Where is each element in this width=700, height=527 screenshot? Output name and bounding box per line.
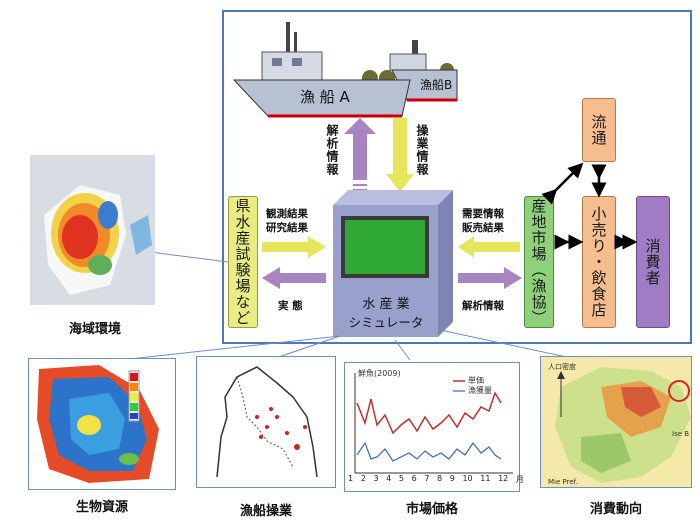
operation-info-label: 操業情報 bbox=[415, 124, 429, 176]
consumer-label: 消費者 bbox=[643, 238, 662, 286]
tick-11: 11 bbox=[480, 474, 491, 483]
tick-7: 7 bbox=[424, 474, 430, 483]
demand-left-arrow bbox=[458, 236, 520, 258]
tick-6: 6 bbox=[411, 474, 417, 483]
actual-left-arrow bbox=[262, 267, 326, 289]
left-arrows bbox=[262, 236, 326, 289]
consumption-map bbox=[540, 356, 692, 488]
consumer-box: 消費者 bbox=[636, 196, 670, 328]
obs-result-label: 観測結果 bbox=[266, 208, 308, 220]
sales-result-label: 販売結果 bbox=[462, 222, 504, 234]
distribution-label: 流通 bbox=[589, 114, 608, 146]
boat-a-icon bbox=[232, 22, 411, 118]
tick-5: 5 bbox=[398, 474, 404, 483]
tick-unit: 月 bbox=[515, 475, 524, 484]
tick-1: 1 bbox=[348, 474, 354, 483]
price-legend-catch: 漁獲量 bbox=[468, 386, 492, 395]
map-label-mie: Mie Pref. bbox=[548, 478, 578, 486]
right-arrows bbox=[458, 236, 522, 289]
price-legend-unit: 単価 bbox=[468, 376, 484, 385]
tick-9: 9 bbox=[449, 474, 455, 483]
simulator-cube bbox=[333, 190, 453, 337]
price-caption: 市場価格 bbox=[405, 502, 458, 517]
boat-b-label: 漁船B bbox=[420, 78, 453, 92]
map-label-ise: Ise B bbox=[672, 430, 690, 438]
tick-2: 2 bbox=[360, 474, 366, 483]
simulator-label-line2: シミュレータ bbox=[348, 315, 424, 330]
fishing-boats-illustration bbox=[232, 22, 458, 118]
obs-right-arrow bbox=[262, 236, 326, 258]
sea-caption: 海域環境 bbox=[68, 322, 121, 337]
analysis-info-label: 解析情報 bbox=[325, 124, 339, 176]
retail-box: 小売り・飲食店 bbox=[582, 196, 616, 328]
tick-10: 10 bbox=[462, 474, 473, 483]
retail-label: 小売り・飲食店 bbox=[589, 206, 608, 318]
prefecture-label: 県水産試験場など bbox=[233, 198, 252, 326]
consumption-caption: 消費動向 bbox=[589, 502, 642, 517]
market-label: 産地市場（漁協） bbox=[529, 198, 548, 326]
analysis-right-label: 解析情報 bbox=[462, 300, 504, 312]
fishing-caption: 漁船操業 bbox=[239, 504, 292, 519]
actual-label: 実 態 bbox=[278, 300, 303, 312]
prefecture-box: 県水産試験場など bbox=[228, 196, 258, 328]
boat-b-icon bbox=[389, 40, 458, 102]
tick-8: 8 bbox=[437, 474, 443, 483]
boat-a-label: 漁 船 A bbox=[300, 88, 350, 106]
tick-3: 3 bbox=[373, 474, 379, 483]
market-box: 産地市場（漁協） bbox=[524, 196, 554, 328]
bio-caption: 生物資源 bbox=[75, 500, 128, 515]
sea-environment-map bbox=[30, 155, 155, 305]
analysis-right-arrow bbox=[458, 267, 522, 289]
tick-4: 4 bbox=[386, 474, 392, 483]
map-legend-title: 人口密度 bbox=[548, 363, 576, 371]
fishing-operation-map bbox=[196, 356, 336, 488]
market-price-chart bbox=[344, 362, 520, 492]
simulator-label-line1: 水 産 業 bbox=[362, 297, 410, 312]
demand-info-label: 需要情報 bbox=[462, 208, 504, 220]
research-result-label: 研究結果 bbox=[266, 222, 308, 234]
price-chart-title: 鮮魚(2009) bbox=[358, 369, 401, 378]
bio-resource-map bbox=[28, 358, 176, 490]
operation-down-arrow bbox=[386, 118, 414, 192]
tick-12: 12 bbox=[498, 474, 509, 483]
distribution-box: 流通 bbox=[582, 98, 616, 162]
price-x-ticks: 1 2 3 4 5 6 7 8 9 10 11 12 月 bbox=[348, 474, 524, 485]
supply-chain-arrows bbox=[541, 162, 638, 250]
